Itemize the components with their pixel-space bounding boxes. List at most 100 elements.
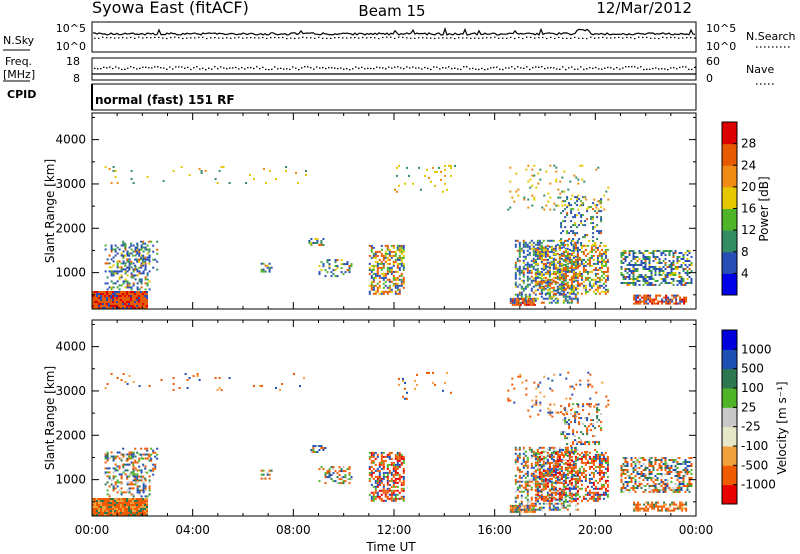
- echo-cell: [539, 168, 542, 171]
- y-tick-label: 4000: [55, 133, 86, 147]
- echo-cell: [104, 514, 106, 516]
- echo-cell: [560, 431, 563, 434]
- echo-cell: [605, 190, 608, 193]
- echo-cell: [600, 413, 603, 416]
- echo-cell: [602, 260, 605, 263]
- echo-cell: [376, 272, 379, 275]
- echo-cell: [534, 258, 537, 261]
- echo-cell: [670, 272, 673, 274]
- echo-cell: [542, 488, 545, 491]
- echo-cell: [108, 514, 110, 516]
- echo-cell: [268, 268, 271, 271]
- echo-cell: [576, 200, 579, 203]
- echo-cell: [549, 164, 552, 167]
- echo-cell: [526, 472, 529, 475]
- echo-cell: [380, 463, 383, 466]
- echo-cell: [570, 467, 573, 470]
- echo-cell: [324, 447, 327, 449]
- echo-cell: [576, 473, 579, 476]
- echo-cell: [582, 264, 585, 267]
- echo-cell: [104, 244, 107, 247]
- echo-cell: [518, 253, 521, 256]
- echo-cell: [542, 455, 545, 458]
- echo-cell: [372, 497, 375, 500]
- echo-cell: [100, 508, 102, 510]
- echo-cell: [518, 297, 521, 300]
- echo-cell: [372, 276, 375, 279]
- echo-cell: [394, 254, 397, 257]
- echo-cell: [588, 288, 591, 291]
- echo-cell: [522, 464, 525, 467]
- echo-cell: [682, 283, 685, 286]
- echo-cell: [604, 459, 607, 462]
- echo-cell: [110, 246, 113, 249]
- noise-search-point: [358, 37, 360, 39]
- echo-cell: [562, 458, 565, 461]
- echo-cell: [330, 466, 333, 469]
- echo-cell: [146, 447, 149, 450]
- echo-cell: [144, 495, 147, 498]
- echo-cell: [520, 249, 523, 252]
- echo-cell: [530, 263, 533, 266]
- echo-cell: [444, 168, 446, 171]
- noise-search-point: [142, 37, 144, 39]
- echo-cell: [134, 512, 136, 514]
- echo-cell: [574, 487, 577, 490]
- echo-cell: [574, 262, 577, 265]
- echo-cell: [586, 417, 589, 420]
- echo-cell: [374, 485, 377, 488]
- echo-cell: [600, 469, 603, 472]
- echo-cell: [378, 465, 381, 468]
- freq-left-label-1: Freq.: [5, 55, 32, 68]
- echo-cell: [590, 495, 593, 498]
- echo-cell: [340, 482, 343, 485]
- noise-search-point: [318, 36, 320, 38]
- echo-cell: [572, 433, 575, 436]
- echo-cell: [396, 244, 399, 247]
- echo-cell: [530, 502, 533, 505]
- echo-cell: [260, 262, 263, 265]
- echo-cell: [548, 281, 551, 284]
- echo-cell: [588, 465, 591, 468]
- echo-cell: [630, 250, 633, 252]
- echo-cell: [132, 493, 135, 496]
- echo-cell: [560, 275, 563, 278]
- echo-cell: [511, 301, 514, 304]
- echo-cell: [525, 168, 528, 171]
- echo-cell: [555, 166, 558, 169]
- echo-cell: [520, 508, 523, 511]
- echo-cell: [594, 280, 597, 283]
- echo-cell: [592, 435, 595, 438]
- echo-cell: [562, 275, 565, 278]
- echo-cell: [648, 264, 651, 266]
- echo-cell: [552, 252, 555, 255]
- echo-cell: [640, 264, 643, 266]
- echo-cell: [560, 453, 563, 456]
- echo-cell: [126, 481, 129, 484]
- echo-cell: [382, 254, 385, 257]
- echo-cell: [520, 287, 523, 290]
- echo-cell: [392, 264, 395, 267]
- echo-cell: [536, 243, 539, 246]
- echo-cell: [128, 453, 131, 456]
- echo-cell: [386, 248, 389, 251]
- echo-cell: [662, 260, 665, 262]
- echo-cell: [126, 299, 128, 301]
- echo-cell: [584, 453, 587, 456]
- echo-cell: [522, 287, 525, 290]
- echo-cell: [534, 493, 537, 496]
- echo-cell: [148, 248, 151, 251]
- echo-cell: [542, 280, 545, 283]
- echo-cell: [136, 248, 139, 251]
- nave-point: [430, 68, 432, 71]
- echo-cell: [536, 508, 539, 511]
- echo-cell: [398, 248, 401, 251]
- echo-cell: [604, 489, 607, 492]
- echo-cell: [556, 276, 559, 279]
- echo-cell: [94, 307, 96, 309]
- echo-cell: [536, 297, 539, 300]
- echo-cell: [134, 264, 137, 267]
- echo-cell: [268, 473, 271, 476]
- echo-cell: [658, 250, 661, 252]
